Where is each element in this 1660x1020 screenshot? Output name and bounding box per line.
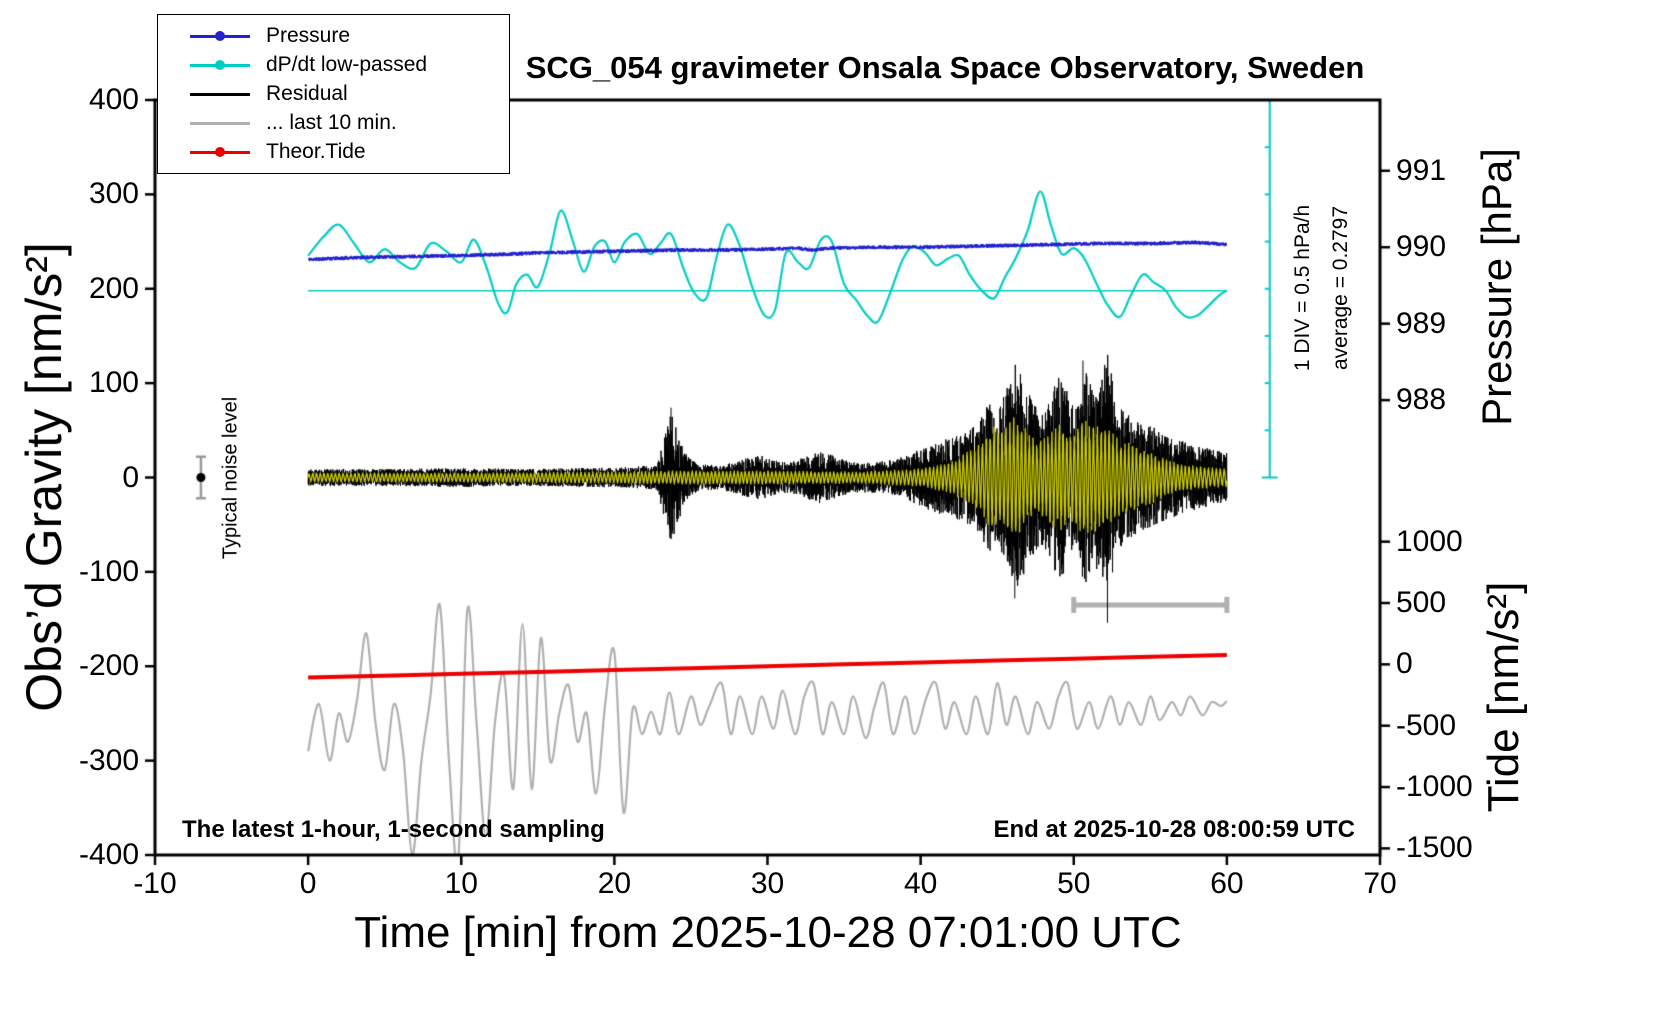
tide-axis-label: Tide [nm/s²] <box>1479 581 1528 813</box>
legend-item-pressure: Pressure <box>190 24 509 48</box>
x-tick-label: 60 <box>1210 867 1244 900</box>
tide-line-icon <box>190 145 250 159</box>
tide-tick-label: 0 <box>1396 647 1413 681</box>
residual-line-icon <box>190 87 250 101</box>
pressure-tick-label: 991 <box>1396 153 1447 187</box>
x-axis-label: Time [min] from 2025-10-28 07:01:00 UTC <box>354 908 1182 957</box>
legend-item-last10: ... last 10 min. <box>190 111 509 135</box>
x-tick-label: 50 <box>1057 867 1091 900</box>
y-axis-label: Obs’d Gravity [nm/s²] <box>16 242 72 712</box>
gravity-tick-label: -100 <box>78 554 139 588</box>
legend-label-pressure: Pressure <box>266 24 351 47</box>
gravity-tick-label: 100 <box>88 366 139 400</box>
last10-line-icon <box>190 116 250 130</box>
pressure-tick-label: 990 <box>1396 230 1447 264</box>
tide-tick-label: -1500 <box>1396 831 1473 865</box>
noise-level-label: Typical noise level <box>219 396 242 560</box>
x-tick-label: 40 <box>903 867 938 900</box>
gravity-tick-label: -200 <box>78 649 139 683</box>
pressure-tick-label: 988 <box>1396 383 1447 417</box>
average-label: average = 0.2797 <box>1329 205 1352 371</box>
legend-label-dpdt: dP/dt low-passed <box>266 53 428 76</box>
x-tick-label: 10 <box>444 867 478 900</box>
legend-label-tide: Theor.Tide <box>266 140 366 163</box>
x-tick-label: -10 <box>133 867 177 900</box>
x-tick-label: 30 <box>750 867 785 900</box>
gravity-tick-label: 300 <box>88 177 139 211</box>
chart-title: SCG_054 gravimeter Onsala Space Observat… <box>525 50 1365 85</box>
pressure-tick-label: 989 <box>1396 306 1447 340</box>
legend-item-tide: Theor.Tide <box>190 140 509 164</box>
gravity-tick-label: 0 <box>122 460 139 494</box>
pressure-line-icon <box>190 29 250 43</box>
tide-tick-label: -1000 <box>1396 770 1473 804</box>
tide-tick-label: 500 <box>1396 586 1447 620</box>
gravity-tick-label: -300 <box>78 743 139 777</box>
legend-label-last10: ... last 10 min. <box>266 111 397 134</box>
x-tick-label: 20 <box>597 867 632 900</box>
gravity-tick-label: -400 <box>78 838 139 871</box>
x-tick-label: 0 <box>299 867 317 900</box>
gravity-tick-label: 200 <box>88 271 139 305</box>
tide-tick-label: -500 <box>1396 708 1457 742</box>
legend-item-dpdt: dP/dt low-passed <box>190 53 509 77</box>
x-tick-label: 70 <box>1363 867 1397 900</box>
pressure-axis-label: Pressure [hPa] <box>1473 148 1520 426</box>
gravity-tick-label: 400 <box>88 83 139 116</box>
sampling-note: The latest 1-hour, 1-second sampling <box>182 816 605 843</box>
legend-box: Pressure dP/dt low-passed Residual ... l… <box>157 14 510 174</box>
div-scale-label: 1 DIV = 0.5 hPa/h <box>1291 204 1314 372</box>
dpdt-line-icon <box>190 58 250 72</box>
legend-label-residual: Residual <box>266 82 348 105</box>
legend-item-residual: Residual <box>190 82 509 106</box>
tide-tick-label: 1000 <box>1396 524 1463 558</box>
end-time-note: End at 2025-10-28 08:00:59 UTC <box>993 816 1356 843</box>
